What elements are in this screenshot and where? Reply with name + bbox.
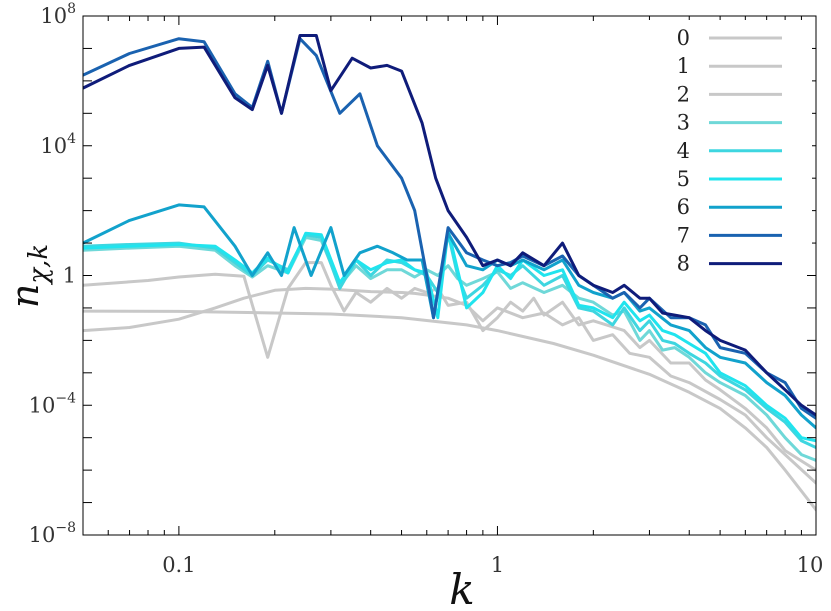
x-tick-label: 10 xyxy=(797,553,824,577)
y-tick-label-base: 10 xyxy=(29,523,56,547)
y-axis-label-subscript: χ,k xyxy=(24,244,54,286)
legend-label-7: 7 xyxy=(677,223,690,247)
y-tick-label: 108 xyxy=(40,1,76,28)
legend-label-3: 3 xyxy=(677,111,690,135)
x-tick-label: 0.1 xyxy=(162,553,195,577)
y-tick-label-exponent: 8 xyxy=(67,1,76,17)
series-line-1 xyxy=(83,286,816,485)
y-tick-label-exponent: 4 xyxy=(67,131,76,147)
y-tick-label: 104 xyxy=(40,131,76,158)
y-tick-label-exponent: −4 xyxy=(55,390,76,406)
y-tick-label: 1 xyxy=(63,264,76,288)
legend-label-4: 4 xyxy=(677,139,690,163)
y-tick-label: 10−4 xyxy=(29,390,76,417)
y-axis-label: nχ,k xyxy=(3,244,54,308)
y-tick-label-base: 10 xyxy=(40,4,67,28)
legend-label-1: 1 xyxy=(677,54,690,78)
y-tick-label-base: 10 xyxy=(29,393,56,417)
legend: 0 1 2 3 4 5 6 7 8 xyxy=(644,20,812,276)
legend-label-6: 6 xyxy=(677,195,690,219)
y-tick-label-base: 1 xyxy=(63,264,76,288)
series-line-5 xyxy=(83,228,816,443)
legend-label-0: 0 xyxy=(677,26,690,50)
series-line-2 xyxy=(83,261,816,472)
y-tick-label-base: 10 xyxy=(40,134,67,158)
y-tick-label-exponent: −8 xyxy=(55,520,76,536)
x-axis-label: k xyxy=(449,565,474,611)
legend-label-5: 5 xyxy=(677,167,690,191)
series-layer xyxy=(83,34,816,512)
y-axis-label-main: n xyxy=(3,284,47,308)
series-line-6 xyxy=(83,203,816,430)
legend-background xyxy=(644,20,812,274)
series-line-0 xyxy=(83,309,816,512)
legend-label-2: 2 xyxy=(677,82,690,106)
x-tick-label: 1 xyxy=(491,553,504,577)
y-tick-label: 10−8 xyxy=(29,520,76,547)
series-line-8 xyxy=(83,34,816,417)
legend-label-8: 8 xyxy=(677,252,690,276)
